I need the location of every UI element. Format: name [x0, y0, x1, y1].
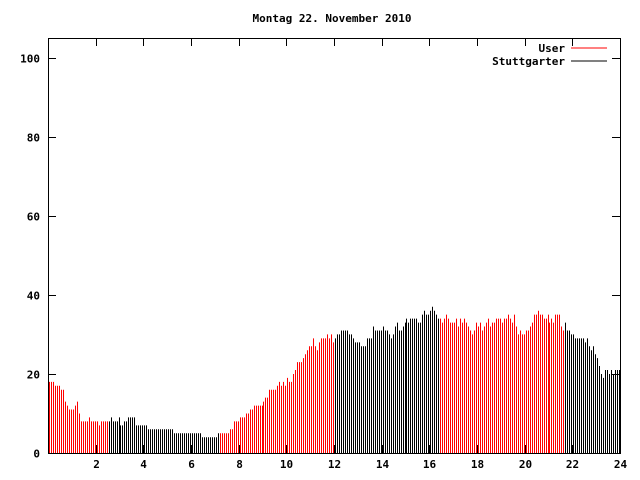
x-tick-label: 12 [328, 458, 341, 471]
y-tick-label: 20 [27, 369, 40, 382]
y-tick-label: 100 [20, 53, 40, 66]
x-tick-label: 4 [140, 458, 147, 471]
x-tick-label: 8 [236, 458, 243, 471]
x-tick-label: 20 [519, 458, 532, 471]
x-tick-label: 24 [614, 458, 628, 471]
legend-label-user: User [539, 42, 566, 55]
y-tick-label: 60 [27, 211, 40, 224]
chart-title: Montag 22. November 2010 [253, 12, 412, 25]
y-tick-label: 80 [27, 132, 40, 145]
x-tick-label: 14 [376, 458, 390, 471]
y-tick-label: 0 [33, 448, 40, 461]
x-tick-label: 6 [188, 458, 195, 471]
legend-label-stuttgarter: Stuttgarter [492, 55, 565, 68]
x-tick-label: 22 [566, 458, 579, 471]
y-tick-label: 40 [27, 290, 40, 303]
bars [49, 306, 620, 453]
x-tick-label: 18 [471, 458, 484, 471]
legend: User Stuttgarter [492, 42, 607, 68]
x-tick-label: 16 [423, 458, 437, 471]
x-tick-label: 2 [93, 458, 100, 471]
x-tick-label: 10 [280, 458, 293, 471]
